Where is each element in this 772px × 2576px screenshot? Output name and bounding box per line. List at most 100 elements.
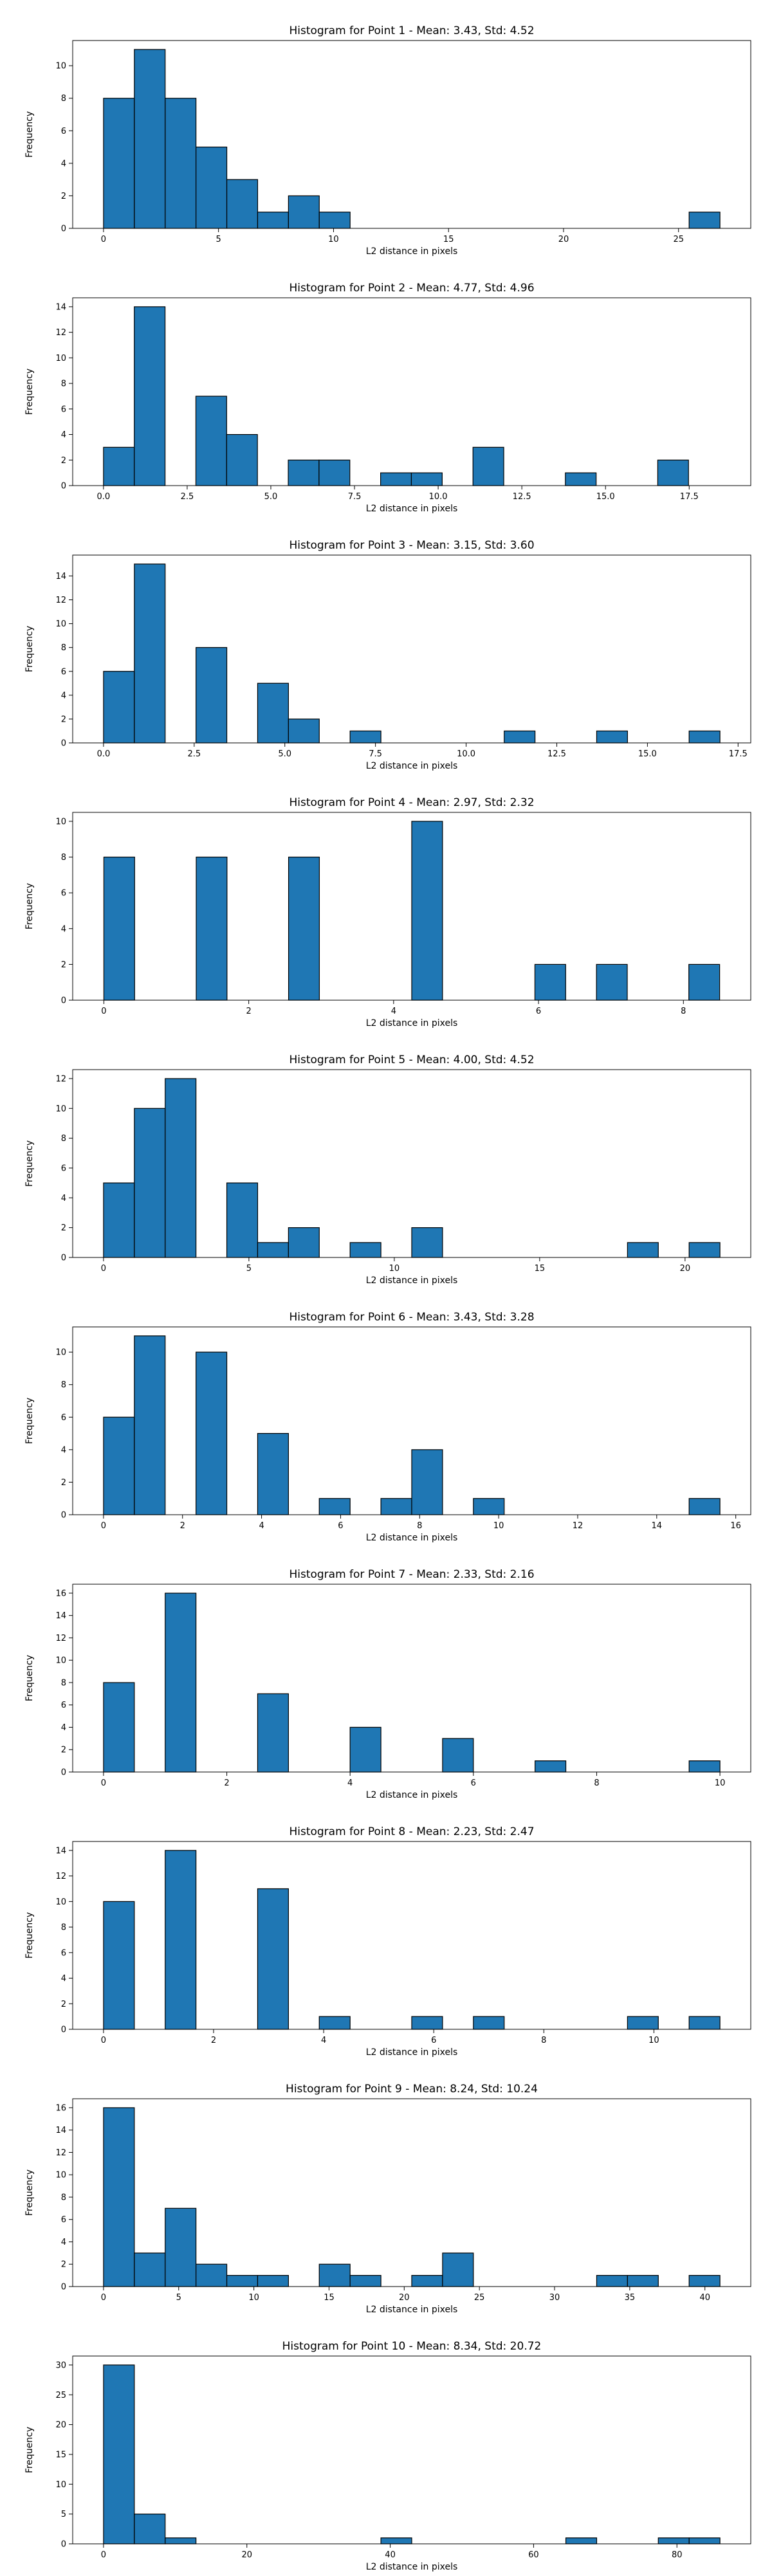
x-tick-label: 6: [431, 2036, 436, 2045]
histogram-bar: [134, 563, 166, 744]
y-tick-label: 14: [55, 2126, 66, 2135]
y-tick-label: 8: [61, 643, 66, 653]
x-tick-label: 14: [652, 1521, 663, 1531]
histogram-bar: [196, 1351, 228, 1515]
histogram-bar: [565, 472, 597, 486]
y-tick-label: 6: [61, 127, 66, 136]
y-tick-label: 6: [61, 1164, 66, 1173]
histogram-bar: [103, 2364, 135, 2544]
plot-frame: [72, 1841, 751, 2030]
x-tick-label: 2.5: [187, 749, 201, 759]
y-tick-label: 4: [61, 1194, 66, 1203]
histogram-bar: [288, 718, 320, 744]
plot-frame: [72, 40, 751, 229]
x-tick-label: 15.0: [596, 492, 615, 502]
x-tick-label: 10: [493, 1521, 504, 1531]
chart-title: Histogram for Point 1 - Mean: 3.43, Std:…: [289, 24, 534, 37]
histogram-panel-8: 0 2 4 6 8 10 0 2 4 6 8 10 12 14 Histogram for Point 8 …: [24, 1825, 751, 2058]
plot-frame: [72, 1326, 751, 1515]
y-tick-label: 10: [55, 1348, 66, 1358]
x-tick-label: 7.5: [369, 749, 382, 759]
histogram-bar: [288, 856, 320, 1001]
histogram-bar: [657, 2537, 690, 2544]
histogram-bar: [380, 1498, 412, 1515]
histogram-panel-2: 0.0 2.5 5.0 7.5 10.0 12.5 15.0 17.5 0 2 4 6 8 10 12 14 H…: [24, 282, 751, 514]
y-axis-label: Frequency: [24, 626, 35, 672]
x-tick-label: 20: [399, 2293, 410, 2303]
y-tick-label: 4: [61, 159, 66, 169]
histogram-bar: [596, 2275, 628, 2287]
y-tick-label: 2: [61, 960, 66, 970]
y-tick-label: 8: [61, 94, 66, 104]
histogram-bar: [103, 1416, 135, 1515]
histogram-bar: [165, 1850, 197, 2030]
y-tick-label: 2: [61, 456, 66, 466]
histogram-bar: [103, 446, 135, 486]
histogram-bar: [103, 1682, 135, 1773]
histogram-bar: [103, 98, 135, 229]
y-axis-label: Frequency: [24, 2427, 35, 2473]
x-tick-label: 8: [594, 1778, 599, 1788]
x-tick-label: 4: [259, 1521, 264, 1531]
histogram-bar: [473, 2016, 505, 2030]
x-tick-label: 8: [681, 1007, 686, 1016]
y-tick-label: 4: [61, 1723, 66, 1733]
histogram-bar: [504, 730, 536, 744]
y-tick-label: 6: [61, 667, 66, 677]
y-tick-label: 12: [55, 596, 66, 605]
histogram-bar: [473, 1498, 505, 1515]
histogram-bar: [472, 446, 504, 486]
plot-frame: [72, 1069, 751, 1258]
x-tick-label: 10.0: [429, 492, 448, 502]
x-tick-label: 20: [241, 2550, 252, 2560]
y-tick-label: 10: [55, 817, 66, 827]
y-tick-label: 0: [61, 2540, 66, 2550]
y-tick-label: 4: [61, 1974, 66, 1984]
histogram-bar: [165, 2537, 197, 2544]
x-tick-label: 25: [474, 2293, 485, 2303]
x-axis-label: L2 distance in pixels: [366, 246, 458, 257]
plot-frame: [72, 297, 751, 486]
x-tick-label: 17.5: [680, 492, 699, 502]
y-tick-label: 12: [55, 2148, 66, 2158]
y-axis-label: Frequency: [24, 369, 35, 415]
histogram-bar: [257, 1888, 289, 2030]
histogram-bar: [596, 730, 628, 744]
x-tick-label: 6: [338, 1521, 343, 1531]
x-tick-label: 40: [385, 2550, 396, 2560]
y-tick-label: 6: [61, 405, 66, 414]
y-tick-label: 0: [61, 1768, 66, 1778]
histogram-bar: [535, 1760, 567, 1773]
histogram-bar: [442, 1738, 474, 1773]
x-tick-label: 10.0: [457, 749, 475, 759]
x-tick-label: 8: [541, 2036, 546, 2045]
x-tick-label: 0: [101, 1007, 106, 1016]
histogram-bar: [688, 2275, 721, 2287]
x-tick-label: 5: [176, 2293, 181, 2303]
x-tick-label: 8: [417, 1521, 422, 1531]
y-tick-label: 2: [61, 2260, 66, 2270]
histogram-bar: [411, 1227, 443, 1258]
x-tick-label: 25: [673, 235, 684, 244]
chart-title: Histogram for Point 9 - Mean: 8.24, Std:…: [286, 2083, 538, 2096]
histogram-bar: [165, 1593, 197, 1773]
histogram-panel-6: 0 2 4 6 8 10 12 14 16 0 2 4 6 8 10 Histogram for Point …: [24, 1311, 751, 1543]
y-axis-label: Frequency: [24, 2170, 35, 2216]
x-tick-label: 7.5: [348, 492, 362, 502]
histogram-bar: [103, 1901, 135, 2030]
histogram-bar: [318, 2016, 351, 2030]
x-tick-label: 35: [625, 2293, 636, 2303]
histogram-bar: [134, 306, 166, 486]
plot-frame: [72, 1584, 751, 1773]
y-tick-label: 8: [61, 1380, 66, 1390]
y-tick-label: 0: [61, 2025, 66, 2035]
y-tick-label: 4: [61, 430, 66, 440]
histogram-bar: [257, 2275, 289, 2287]
histogram-panel-4: 0 2 4 6 8 0 2 4 6 8 10 Histogram for Point 4 - Mean…: [24, 796, 751, 1028]
histogram-bar: [134, 1335, 166, 1515]
histogram-bar: [349, 730, 381, 744]
histogram-bar: [627, 2016, 659, 2030]
histogram-bar: [226, 1182, 259, 1258]
